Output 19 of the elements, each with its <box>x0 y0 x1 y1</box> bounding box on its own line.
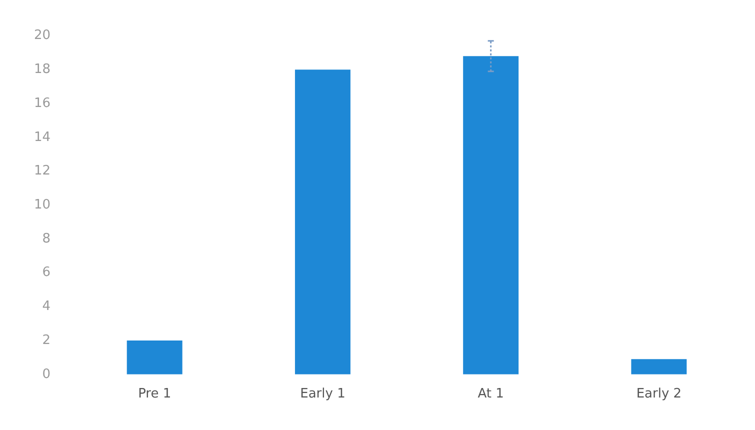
bar <box>631 359 687 374</box>
y-tick-label: 6 <box>42 265 51 280</box>
x-tick-label: Pre 1 <box>138 386 172 402</box>
y-tick-label: 4 <box>42 299 51 314</box>
y-tick-label: 8 <box>42 231 51 246</box>
bar <box>294 70 350 374</box>
y-tick-label: 0 <box>42 366 51 382</box>
bar <box>126 340 182 374</box>
x-tick-label: Early 2 <box>636 386 682 402</box>
x-tick-label: At 1 <box>478 386 504 402</box>
x-tick-label: Early 1 <box>300 386 346 402</box>
bar <box>463 56 519 374</box>
y-tick-label: 10 <box>34 197 51 212</box>
y-tick-label: 14 <box>34 130 51 145</box>
y-tick-label: 12 <box>34 164 51 179</box>
y-tick-label: 2 <box>42 332 51 348</box>
y-tick-label: 18 <box>34 62 51 78</box>
y-tick-label: 16 <box>34 96 51 111</box>
y-tick-label: 20 <box>34 28 51 44</box>
